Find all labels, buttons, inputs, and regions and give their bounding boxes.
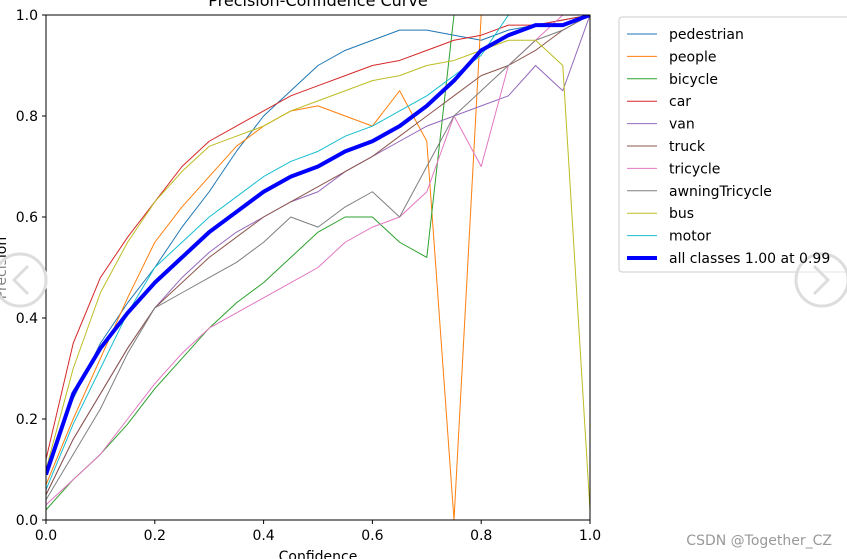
legend-label: motor (669, 229, 711, 245)
y-tick-label: 0.6 (16, 210, 38, 226)
next-button[interactable] (794, 252, 847, 308)
series-line (46, 15, 590, 501)
legend-label: van (669, 117, 695, 133)
legend-label: pedestrian (669, 27, 744, 43)
x-tick-label: 0.6 (361, 528, 383, 544)
legend-label: truck (669, 139, 706, 155)
series-line (46, 15, 590, 476)
x-tick-label: 0.0 (35, 528, 57, 544)
chart-title: Precision-Confidence Curve (208, 0, 427, 10)
series-line (46, 15, 590, 520)
y-tick-label: 1.0 (16, 8, 38, 24)
legend-label: car (669, 94, 691, 110)
watermark: CSDN @Together_CZ (686, 533, 832, 549)
series-line (46, 15, 590, 460)
series-line (46, 15, 590, 470)
series-line (46, 15, 590, 511)
series-line (46, 39, 590, 510)
next-arrow (812, 264, 831, 296)
series-line (46, 15, 590, 495)
legend-label: people (669, 49, 716, 65)
series-line (46, 15, 590, 490)
x-tick-label: 1.0 (579, 528, 601, 544)
series-line (46, 15, 590, 495)
legend-label: tricycle (669, 161, 720, 177)
y-tick-label: 0.4 (16, 311, 38, 327)
plot-lines (46, 15, 590, 520)
prev-button[interactable] (0, 252, 48, 308)
legend-label: bus (669, 206, 694, 222)
series-line (46, 15, 590, 506)
y-tick-label: 0.0 (16, 513, 38, 529)
y-tick-label: 0.8 (16, 109, 38, 125)
legend (618, 16, 847, 273)
legend-label: bicycle (669, 72, 718, 88)
y-tick-label: 0.2 (16, 412, 38, 428)
legend-label: awningTricycle (669, 184, 772, 200)
prev-arrow (11, 264, 30, 296)
plot-frame (45, 14, 591, 521)
x-axis-label: Confidence (279, 549, 358, 559)
x-tick-label: 0.2 (144, 528, 166, 544)
x-tick-label: 0.4 (252, 528, 274, 544)
legend-label: all classes 1.00 at 0.99 (669, 251, 830, 267)
x-tick-label: 0.8 (470, 528, 492, 544)
